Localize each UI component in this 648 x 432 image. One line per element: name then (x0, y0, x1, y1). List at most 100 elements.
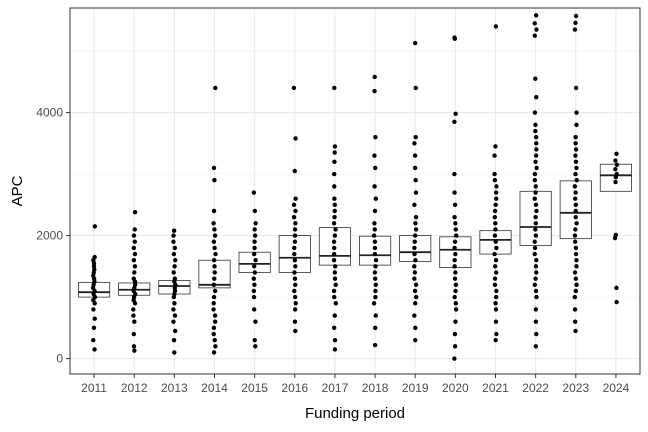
data-point (372, 239, 378, 244)
data-point (453, 282, 459, 288)
x-tick-label: 2021 (482, 381, 509, 395)
data-point (573, 202, 579, 208)
data-point (452, 356, 457, 361)
plot-border (69, 7, 641, 375)
data-point (293, 301, 298, 306)
data-point (412, 239, 417, 244)
data-point (251, 307, 257, 312)
data-point (251, 264, 257, 269)
data-point (574, 178, 579, 183)
data-point (493, 264, 498, 269)
data-point (412, 202, 417, 208)
data-point (494, 184, 499, 189)
data-point (372, 184, 377, 189)
data-point (573, 227, 578, 232)
data-point (92, 347, 97, 352)
data-point (252, 282, 257, 288)
x-tick-label: 2022 (522, 381, 549, 395)
data-point (572, 319, 578, 324)
data-point (252, 227, 257, 232)
data-point (131, 344, 137, 349)
data-point (533, 221, 538, 226)
data-point (372, 245, 378, 251)
data-point (132, 348, 137, 353)
data-point (532, 171, 538, 177)
data-point (492, 282, 498, 288)
data-point (412, 153, 418, 158)
data-point (373, 325, 378, 331)
data-point (573, 245, 579, 251)
data-point (532, 196, 537, 201)
data-point (212, 313, 218, 318)
data-point (574, 122, 579, 128)
points (90, 13, 620, 361)
data-point (292, 245, 297, 251)
data-point (534, 294, 539, 300)
data-point (373, 294, 378, 300)
data-point (533, 190, 538, 195)
data-point (494, 288, 499, 294)
data-point (211, 325, 217, 331)
data-point (533, 344, 539, 349)
y-tick-label: 4000 (36, 106, 63, 120)
data-point (493, 190, 499, 195)
data-point (172, 313, 178, 318)
data-point (453, 221, 458, 226)
data-point (131, 258, 137, 263)
data-point (493, 337, 498, 343)
data-point (291, 202, 297, 208)
data-point (173, 258, 178, 263)
data-point (453, 233, 459, 238)
data-point (213, 251, 218, 257)
data-point (493, 307, 499, 312)
data-point (574, 221, 579, 226)
data-point (413, 282, 419, 288)
data-point (533, 288, 539, 294)
data-point (91, 325, 97, 331)
data-point (372, 276, 378, 281)
data-point (412, 165, 418, 171)
data-point (534, 258, 539, 263)
data-point (533, 122, 538, 128)
data-point (332, 245, 337, 251)
data-point (292, 258, 298, 263)
data-point (492, 178, 498, 183)
data-point (492, 276, 498, 281)
data-point (212, 270, 217, 275)
data-point (412, 264, 417, 269)
data-point (534, 141, 539, 146)
data-point (534, 27, 539, 32)
data-point (452, 264, 457, 269)
data-point (412, 288, 418, 294)
data-point (332, 150, 337, 155)
x-tick-label: 2012 (121, 381, 148, 395)
data-point (372, 221, 377, 226)
data-point (452, 331, 458, 337)
data-point (172, 328, 178, 334)
data-point (493, 294, 499, 300)
data-point (292, 294, 298, 300)
data-point (573, 214, 578, 220)
data-point (171, 251, 177, 257)
data-point (533, 159, 538, 164)
data-point (493, 227, 498, 232)
data-point (453, 301, 459, 306)
data-point (492, 251, 497, 257)
data-point (292, 288, 297, 294)
data-point (492, 214, 498, 220)
y-tick-label: 2000 (36, 229, 63, 243)
data-point (413, 214, 419, 220)
data-point (252, 337, 257, 343)
x-tick-label: 2013 (161, 381, 188, 395)
data-point (291, 85, 297, 91)
data-point (532, 33, 537, 38)
data-point (331, 239, 337, 244)
data-point (533, 134, 539, 140)
data-point (413, 134, 418, 140)
data-point (534, 208, 539, 214)
data-point (211, 331, 216, 337)
data-point (333, 301, 338, 306)
data-point (412, 313, 417, 318)
data-point (211, 208, 217, 214)
data-point (372, 227, 377, 232)
